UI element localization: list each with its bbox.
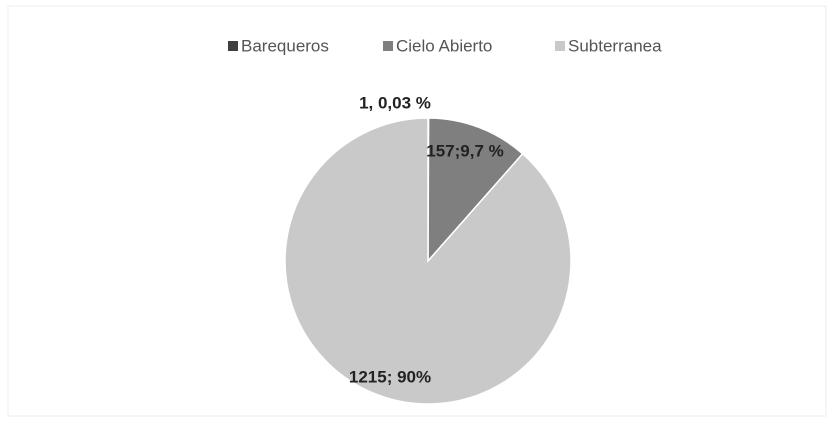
legend-label: Cielo Abierto	[396, 36, 492, 55]
data-label: 1, 0,03 %	[359, 93, 431, 112]
legend-label: Subterranea	[568, 36, 662, 55]
legend-swatch	[228, 41, 238, 51]
pie-slice	[284, 117, 572, 405]
legend-swatch	[555, 41, 565, 51]
pie-slice	[427, 117, 524, 263]
data-label: 157;9,7 %	[426, 141, 504, 160]
legend-swatch	[383, 41, 393, 51]
data-label: 1215; 90%	[349, 367, 431, 386]
legend-label: Barequeros	[241, 36, 329, 55]
